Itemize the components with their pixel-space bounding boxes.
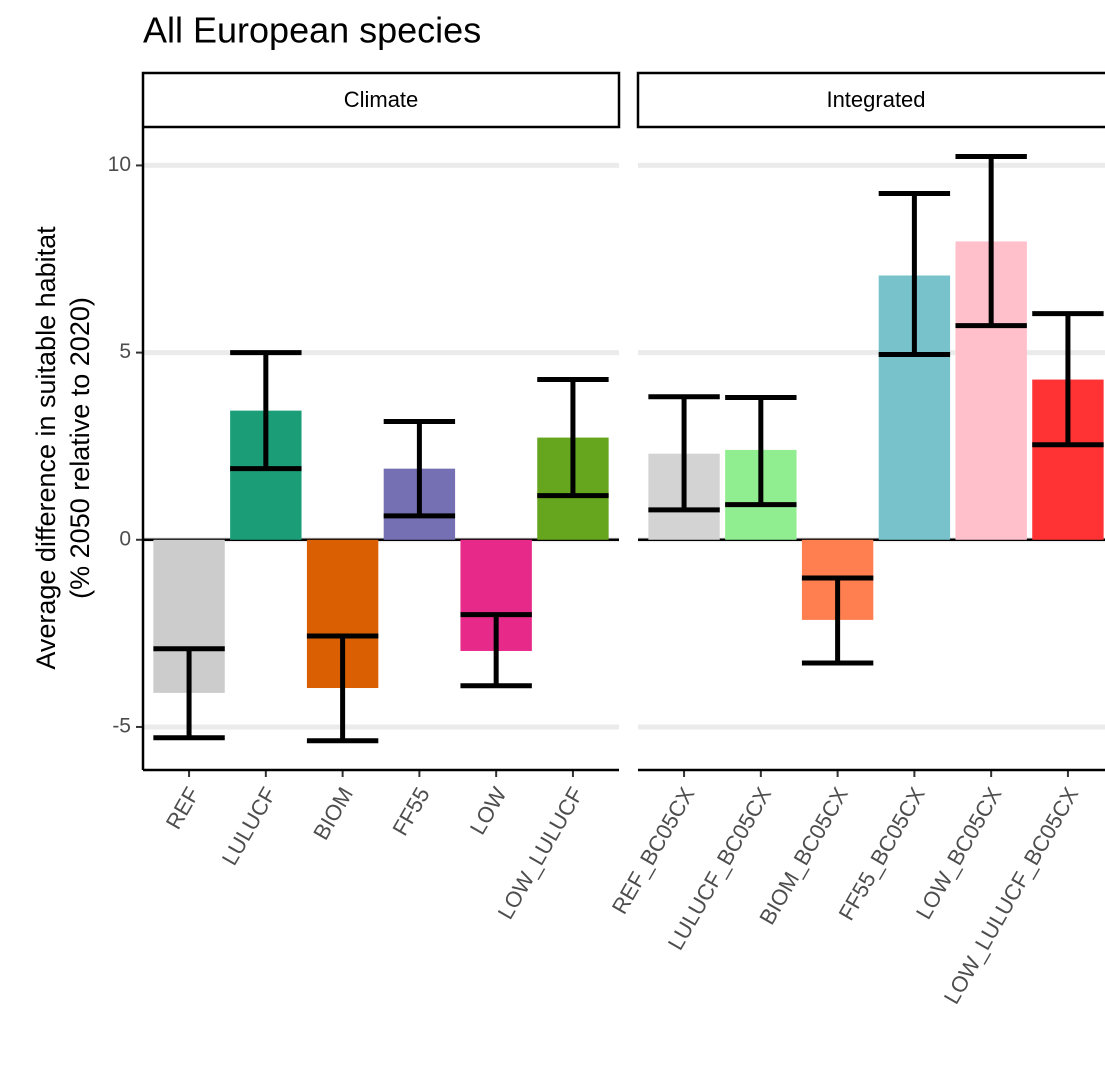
y-axis-label: Average difference in suitable habitat (… [31, 226, 95, 670]
y-tick-label: 10 [108, 153, 131, 176]
y-label-line: Average difference in suitable habitat [31, 226, 61, 670]
x-tick-label: REF_BC05CX [607, 783, 700, 919]
x-tick-label: LULUCF [217, 783, 281, 870]
x-tick-label: FF55 [387, 783, 434, 840]
strip [141, 71, 621, 129]
strip [636, 71, 1105, 129]
x-tick-label: REF [161, 783, 205, 834]
chart-title: All European species [143, 10, 481, 51]
y-tick-label: -5 [112, 714, 131, 737]
y-label-line: (% 2050 relative to 2020) [65, 297, 95, 599]
x-tick-label: LOW_LULUCF [493, 783, 589, 924]
x-tick-label: BIOM [308, 783, 358, 844]
y-tick-label: 5 [119, 340, 131, 363]
strip-label: Climate [344, 87, 419, 112]
y-tick-label: 0 [119, 527, 131, 550]
strip-label: Integrated [826, 87, 925, 112]
x-tick-label: LOW_LULUCF_BC05CX [939, 783, 1084, 1009]
x-tick-label: LOW [465, 783, 512, 839]
